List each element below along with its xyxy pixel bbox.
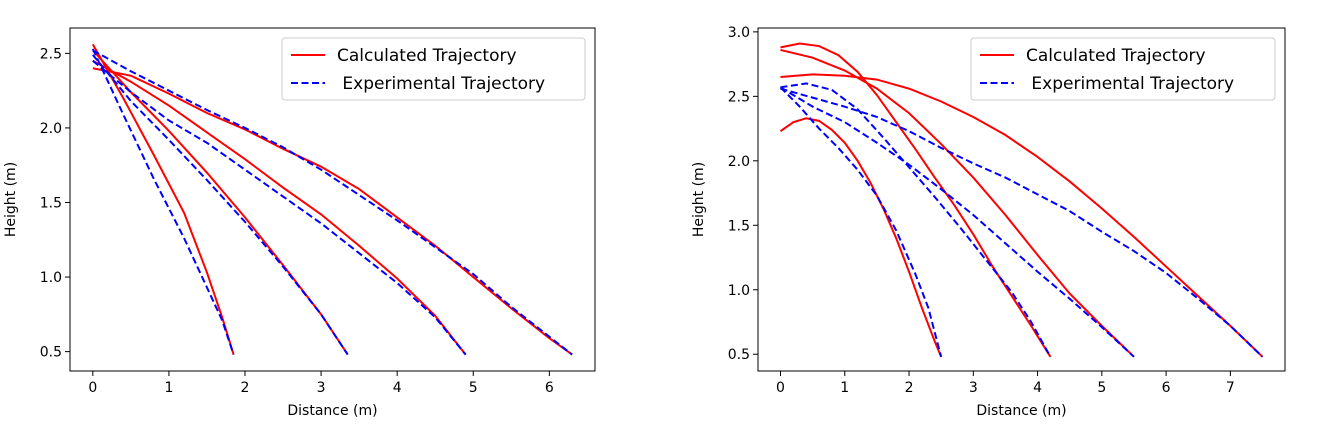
calculated-trajectory-line-4	[780, 73, 1264, 358]
y-tick-label: 2.5	[728, 89, 750, 105]
y-tick-label: 1.5	[728, 218, 750, 234]
experimental-legend-label: Experimental Trajectory	[1026, 74, 1234, 94]
experimental-trajectory-line-3	[779, 86, 1135, 358]
legend: Calculated Trajectory Experimental Traje…	[970, 37, 1276, 101]
experimental-trajectory-line-2	[780, 82, 1052, 358]
plot-series-group	[779, 42, 1264, 358]
x-tick-label: 5	[1097, 380, 1106, 396]
calculated-trajectory-line-2	[780, 42, 1052, 358]
y-tick-label: 2.0	[728, 154, 750, 170]
calculated-trajectory-line-1	[91, 43, 235, 355]
calculated-trajectory-line-2	[92, 49, 349, 356]
experimental-trajectory-line-4	[780, 87, 1264, 358]
x-tick-label: 2	[905, 380, 914, 396]
x-tick-label: 4	[1033, 380, 1042, 396]
plot-series-group	[91, 43, 573, 356]
y-tick-label: 3.0	[728, 25, 750, 41]
calculated-trajectory-line-3	[92, 59, 467, 356]
plot-frame	[69, 27, 596, 372]
y-tick-label: 0.5	[40, 345, 62, 361]
x-tick-label: 2	[241, 380, 250, 396]
experimental-legend-label: Experimental Trajectory	[337, 74, 545, 94]
experimental-trajectory-line-4	[92, 49, 573, 356]
y-tick-label: 1.0	[728, 283, 750, 299]
calculated-trajectory-line-1	[779, 117, 943, 358]
x-tick-label: 3	[969, 380, 978, 396]
chart-right: 0 1 2 3 4 5 6 7 0.5 1.0 1.5 2.0 2.5 3.0 Distance (m) He…	[691, 25, 1286, 419]
chart-left: 0 1 2 3 4 5 6 0.5 1.0 1.5 2.0 2.5 Distance (m) Height…	[3, 27, 596, 419]
x-tick-label: 1	[840, 380, 849, 396]
plot-frame	[757, 27, 1286, 372]
legend-box	[281, 37, 586, 101]
x-tick-label: 6	[1162, 380, 1171, 396]
x-tick-label: 6	[545, 380, 554, 396]
calculated-trajectory-line-3	[780, 48, 1135, 358]
y-tick-label: 2.0	[40, 121, 62, 137]
y-tick-label: 1.5	[40, 195, 62, 211]
calculated-legend-label: Calculated Trajectory	[1026, 46, 1206, 66]
x-tick-label: 7	[1226, 380, 1235, 396]
x-tick-label: 3	[317, 380, 326, 396]
y-axis-label: Height (m)	[691, 162, 707, 237]
legend: Calculated Trajectory Experimental Traje…	[281, 37, 586, 101]
experimental-trajectory-line-1	[91, 48, 235, 355]
legend-box	[970, 37, 1276, 101]
y-tick-label: 1.0	[40, 270, 62, 286]
experimental-trajectory-line-2	[92, 54, 349, 356]
experimental-trajectory-line-3	[92, 60, 467, 356]
y-axis-label: Height (m)	[3, 162, 19, 237]
x-axis-label: Distance (m)	[976, 403, 1066, 419]
y-tick-label: 0.5	[728, 347, 750, 363]
x-axis-label: Distance (m)	[287, 403, 377, 419]
x-tick-label: 4	[393, 380, 402, 396]
x-tick-label: 0	[776, 380, 785, 396]
x-tick-label: 1	[164, 380, 173, 396]
x-tick-label: 0	[88, 380, 97, 396]
calculated-trajectory-line-4	[92, 67, 573, 356]
x-tick-label: 5	[469, 380, 478, 396]
y-tick-label: 2.5	[40, 46, 62, 62]
experimental-trajectory-line-1	[779, 86, 943, 358]
calculated-legend-label: Calculated Trajectory	[337, 46, 517, 66]
